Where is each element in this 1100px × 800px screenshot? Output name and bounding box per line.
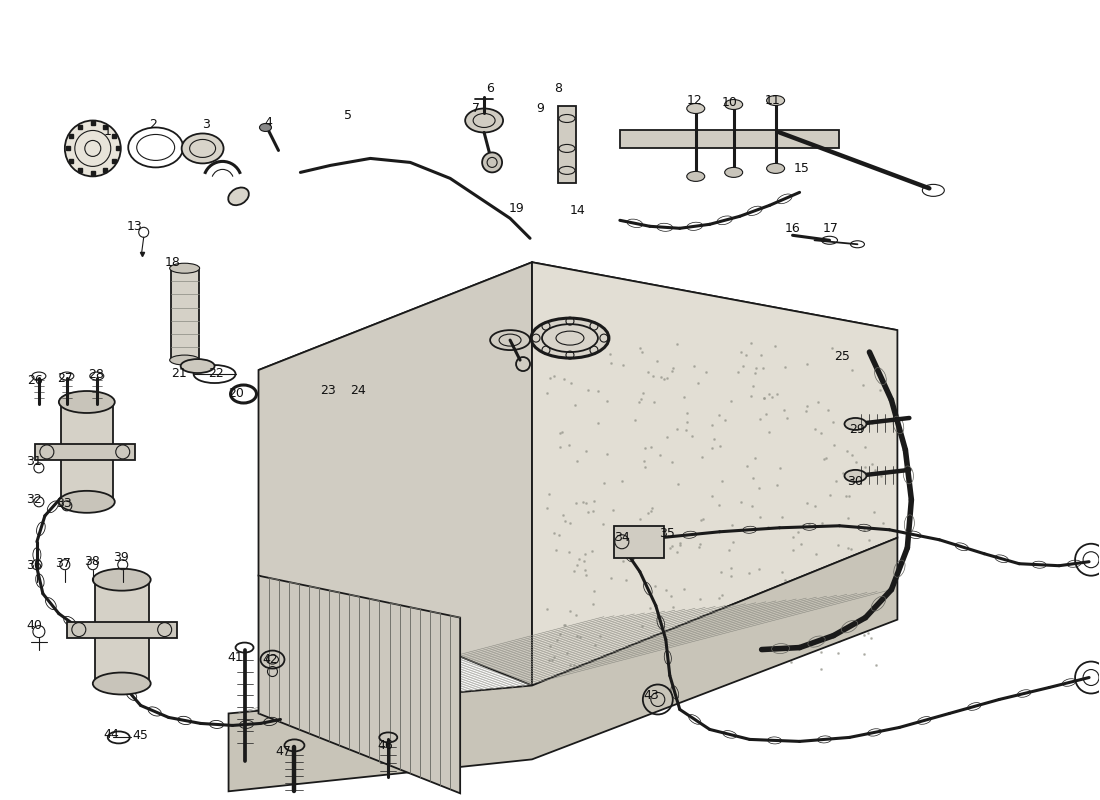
Ellipse shape	[169, 263, 199, 274]
Bar	[67, 622, 177, 638]
Text: 43: 43	[642, 689, 659, 702]
Text: 22: 22	[208, 366, 223, 379]
Ellipse shape	[725, 99, 742, 110]
Text: 10: 10	[722, 96, 738, 109]
Text: 39: 39	[113, 551, 129, 564]
Text: 14: 14	[570, 204, 586, 217]
Text: 15: 15	[793, 162, 810, 175]
Ellipse shape	[465, 109, 503, 133]
Text: 36: 36	[26, 559, 42, 572]
Bar	[558, 106, 576, 183]
Text: 11: 11	[764, 94, 781, 107]
Text: 37: 37	[55, 558, 70, 570]
Ellipse shape	[491, 330, 530, 350]
Text: 5: 5	[344, 109, 352, 122]
Polygon shape	[258, 262, 532, 686]
Text: 2: 2	[148, 118, 156, 131]
Bar	[614, 526, 663, 558]
Text: 21: 21	[170, 366, 187, 379]
Ellipse shape	[92, 569, 151, 590]
Ellipse shape	[725, 167, 742, 178]
Ellipse shape	[92, 673, 151, 694]
Ellipse shape	[182, 134, 223, 163]
Bar	[35, 444, 134, 460]
Text: 45: 45	[133, 729, 148, 742]
Text: 47: 47	[275, 745, 292, 758]
Text: 4: 4	[265, 116, 273, 129]
Ellipse shape	[845, 418, 867, 430]
Text: 19: 19	[508, 202, 524, 215]
Polygon shape	[258, 262, 898, 438]
Text: 38: 38	[84, 555, 100, 568]
Text: 34: 34	[614, 531, 629, 544]
Text: 41: 41	[228, 651, 243, 664]
Bar	[170, 268, 199, 360]
Text: 26: 26	[28, 374, 43, 386]
Text: 16: 16	[784, 222, 801, 234]
Text: 9: 9	[536, 102, 544, 115]
Text: 42: 42	[263, 653, 278, 666]
Text: 30: 30	[847, 475, 864, 488]
Polygon shape	[258, 576, 460, 794]
Ellipse shape	[180, 359, 214, 373]
Text: 17: 17	[823, 222, 838, 234]
Text: 3: 3	[201, 118, 209, 131]
Text: 31: 31	[26, 455, 42, 468]
Text: 25: 25	[835, 350, 850, 362]
Text: 28: 28	[88, 367, 103, 381]
Text: 7: 7	[472, 102, 480, 115]
Text: 18: 18	[165, 256, 180, 269]
Bar	[95, 580, 148, 683]
Ellipse shape	[59, 491, 114, 513]
Polygon shape	[532, 262, 898, 686]
Ellipse shape	[767, 163, 784, 174]
Ellipse shape	[260, 123, 272, 131]
Circle shape	[65, 121, 121, 176]
Ellipse shape	[767, 95, 784, 106]
Text: 20: 20	[229, 386, 244, 399]
Text: 1: 1	[103, 125, 112, 138]
Text: 13: 13	[126, 220, 143, 233]
Text: 33: 33	[56, 498, 72, 510]
Ellipse shape	[169, 355, 199, 365]
Text: 29: 29	[849, 423, 866, 437]
Text: 46: 46	[377, 739, 393, 752]
Ellipse shape	[59, 391, 114, 413]
Text: 8: 8	[554, 82, 562, 95]
Bar	[620, 130, 839, 149]
Ellipse shape	[228, 187, 249, 205]
Ellipse shape	[686, 171, 705, 182]
Text: 12: 12	[686, 94, 703, 107]
Text: 32: 32	[26, 494, 42, 506]
Text: 6: 6	[486, 82, 494, 95]
Polygon shape	[229, 538, 898, 791]
Ellipse shape	[686, 103, 705, 114]
Circle shape	[482, 153, 502, 172]
Ellipse shape	[531, 318, 609, 358]
Bar	[60, 402, 113, 502]
Ellipse shape	[845, 470, 867, 482]
Text: 40: 40	[26, 619, 42, 632]
Text: 23: 23	[320, 383, 337, 397]
Text: 35: 35	[659, 527, 674, 540]
Text: 24: 24	[351, 383, 366, 397]
Text: 44: 44	[103, 728, 119, 741]
Text: 27: 27	[57, 371, 73, 385]
